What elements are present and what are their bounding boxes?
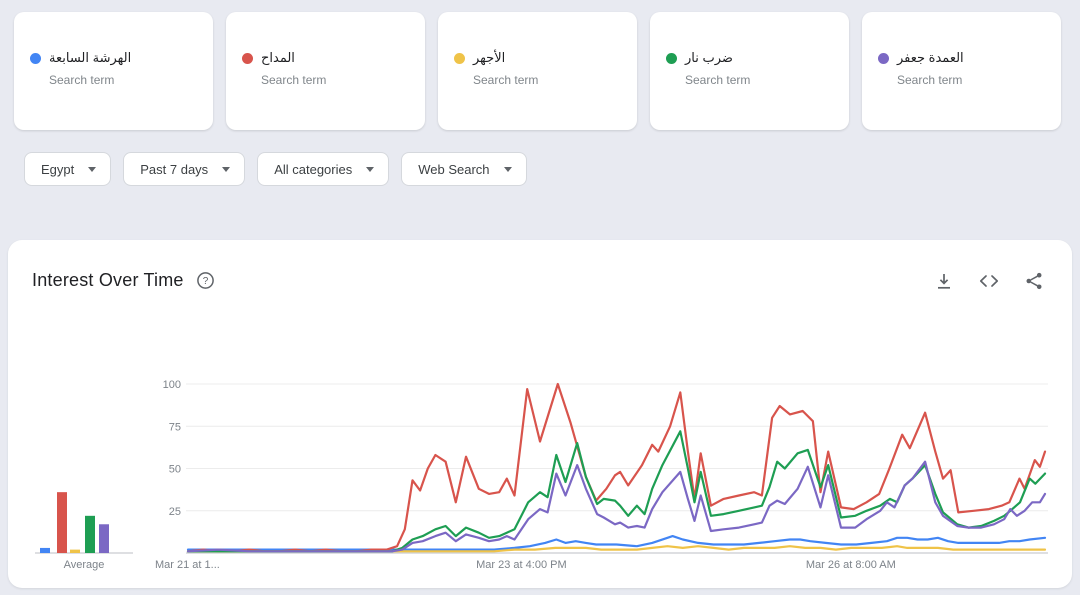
y-axis-label-25: 25 bbox=[169, 506, 181, 518]
embed-icon[interactable] bbox=[978, 271, 1000, 291]
series-line-4[interactable] bbox=[186, 460, 1047, 553]
chevron-down-icon bbox=[88, 166, 97, 172]
series-line-2[interactable] bbox=[186, 545, 1047, 553]
term-type-label: Search term bbox=[261, 73, 327, 87]
filters-row: Egypt Past 7 days All categories Web Sea… bbox=[24, 152, 527, 186]
term-label: المداح bbox=[261, 50, 295, 65]
term-card-0[interactable]: الهرشة السابعة Search term bbox=[14, 12, 213, 130]
x-axis-label-0: Mar 21 at 1... bbox=[155, 559, 220, 571]
term-type-label: Search term bbox=[49, 73, 115, 87]
term-label: العمدة جعفر bbox=[897, 50, 964, 65]
term-type-label: Search term bbox=[897, 73, 963, 87]
help-icon[interactable]: ? bbox=[196, 271, 215, 290]
average-bar-0 bbox=[40, 547, 50, 553]
y-axis-label-100: 100 bbox=[163, 379, 181, 391]
average-bar-4 bbox=[99, 524, 109, 553]
panel-actions bbox=[934, 271, 1044, 291]
x-axis-label-1: Mar 23 at 4:00 PM bbox=[476, 559, 567, 571]
x-axis-label-2: Mar 26 at 8:00 AM bbox=[806, 559, 896, 571]
series-line-0[interactable] bbox=[186, 535, 1047, 551]
time-range-filter-label: Past 7 days bbox=[140, 161, 209, 177]
panel-title: Interest Over Time bbox=[32, 270, 184, 290]
term-color-dot-red bbox=[242, 52, 253, 64]
term-color-dot-purple bbox=[878, 52, 889, 64]
y-axis-label-75: 75 bbox=[169, 421, 181, 433]
series-line-3[interactable] bbox=[186, 430, 1047, 553]
category-filter-dropdown[interactable]: All categories bbox=[257, 152, 390, 186]
search-type-filter-label: Web Search bbox=[418, 161, 490, 177]
download-icon[interactable] bbox=[934, 271, 954, 291]
term-card-1[interactable]: المداح Search term bbox=[226, 12, 425, 130]
term-label: الهرشة السابعة bbox=[49, 50, 132, 65]
search-type-filter-dropdown[interactable]: Web Search bbox=[401, 152, 527, 186]
term-card-4[interactable]: العمدة جعفر Search term bbox=[862, 12, 1061, 130]
region-filter-label: Egypt bbox=[41, 161, 75, 177]
interest-over-time-panel: Interest Over Time ? bbox=[8, 240, 1072, 588]
chevron-down-icon bbox=[503, 166, 512, 172]
term-card-2[interactable]: الأجهر Search term bbox=[438, 12, 637, 130]
term-card-3[interactable]: ضرب نار Search term bbox=[650, 12, 849, 130]
series-line-1[interactable] bbox=[186, 382, 1047, 553]
chevron-down-icon bbox=[366, 166, 375, 172]
term-type-label: Search term bbox=[473, 73, 539, 87]
panel-header: Interest Over Time ? bbox=[32, 270, 1044, 291]
share-icon[interactable] bbox=[1024, 271, 1044, 291]
term-label: الأجهر bbox=[473, 50, 506, 65]
average-bar-1 bbox=[57, 492, 67, 553]
average-bar-2 bbox=[70, 549, 80, 553]
term-color-dot-yellow bbox=[454, 52, 465, 64]
term-color-dot-green bbox=[666, 52, 677, 64]
term-color-dot-blue bbox=[30, 52, 41, 64]
comparison-cards-row: الهرشة السابعة Search term المداح Search… bbox=[14, 12, 1061, 130]
chevron-down-icon bbox=[222, 166, 231, 172]
term-label: ضرب نار bbox=[685, 50, 733, 65]
time-range-filter-dropdown[interactable]: Past 7 days bbox=[123, 152, 246, 186]
region-filter-dropdown[interactable]: Egypt bbox=[24, 152, 112, 186]
term-type-label: Search term bbox=[685, 73, 751, 87]
average-bar-3 bbox=[85, 515, 95, 553]
average-label: Average bbox=[64, 559, 105, 571]
category-filter-label: All categories bbox=[274, 161, 353, 177]
y-axis-label-50: 50 bbox=[169, 464, 181, 476]
svg-text:?: ? bbox=[202, 276, 208, 287]
